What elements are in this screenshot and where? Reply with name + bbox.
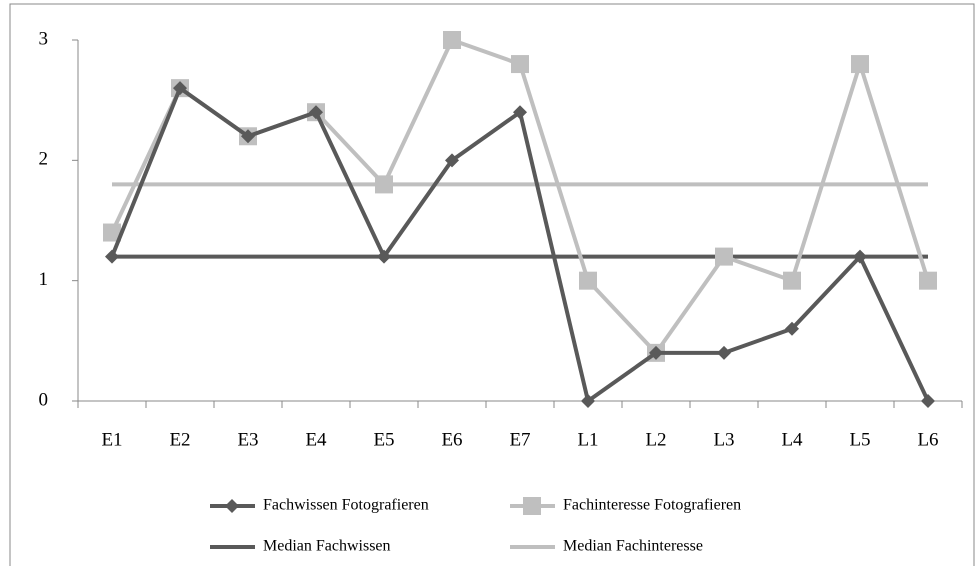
marker-diamond	[717, 345, 731, 360]
x-tick-label: E3	[237, 429, 258, 450]
marker-diamond	[173, 81, 187, 96]
x-tick-label: L6	[917, 429, 938, 450]
marker-diamond	[581, 394, 595, 408]
marker-square	[523, 497, 541, 515]
x-tick-label: L1	[577, 429, 598, 450]
y-tick-label: 1	[39, 269, 49, 290]
marker-diamond	[649, 345, 663, 360]
marker-diamond	[225, 499, 239, 513]
marker-square	[443, 31, 461, 49]
x-tick-label: L3	[713, 429, 734, 450]
marker-square	[511, 55, 529, 74]
marker-square	[579, 271, 597, 290]
chart-frame	[9, 3, 975, 566]
x-tick-label: E2	[169, 429, 190, 450]
marker-diamond	[377, 249, 391, 264]
y-tick-label: 3	[39, 28, 49, 49]
marker-square	[375, 175, 393, 194]
x-tick-label: L5	[849, 429, 870, 450]
marker-diamond	[921, 394, 935, 408]
y-tick-label: 2	[39, 149, 49, 170]
legend-label: Fachwissen Fotografieren	[263, 497, 429, 514]
x-tick-label: E4	[305, 429, 327, 450]
x-tick-label: E1	[101, 429, 122, 450]
marker-square	[715, 247, 733, 266]
marker-diamond	[445, 153, 459, 168]
marker-square	[103, 223, 121, 242]
x-tick-label: L2	[645, 429, 666, 450]
marker-square	[783, 271, 801, 290]
marker-diamond	[853, 249, 867, 264]
y-tick-label: 0	[39, 389, 49, 410]
x-tick-label: E5	[373, 429, 394, 450]
legend-label: Median Fachinteresse	[563, 538, 703, 555]
marker-diamond	[241, 129, 255, 144]
x-tick-label: E6	[441, 429, 462, 450]
marker-diamond	[309, 105, 323, 120]
marker-square	[851, 55, 869, 74]
marker-diamond	[513, 105, 527, 120]
legend-label: Median Fachwissen	[263, 538, 391, 555]
marker-diamond	[105, 249, 119, 264]
legend-label: Fachinteresse Fotografieren	[563, 497, 741, 514]
marker-diamond	[785, 321, 799, 336]
x-tick-label: L4	[781, 429, 803, 450]
marker-square	[919, 271, 937, 290]
x-tick-label: E7	[509, 429, 530, 450]
